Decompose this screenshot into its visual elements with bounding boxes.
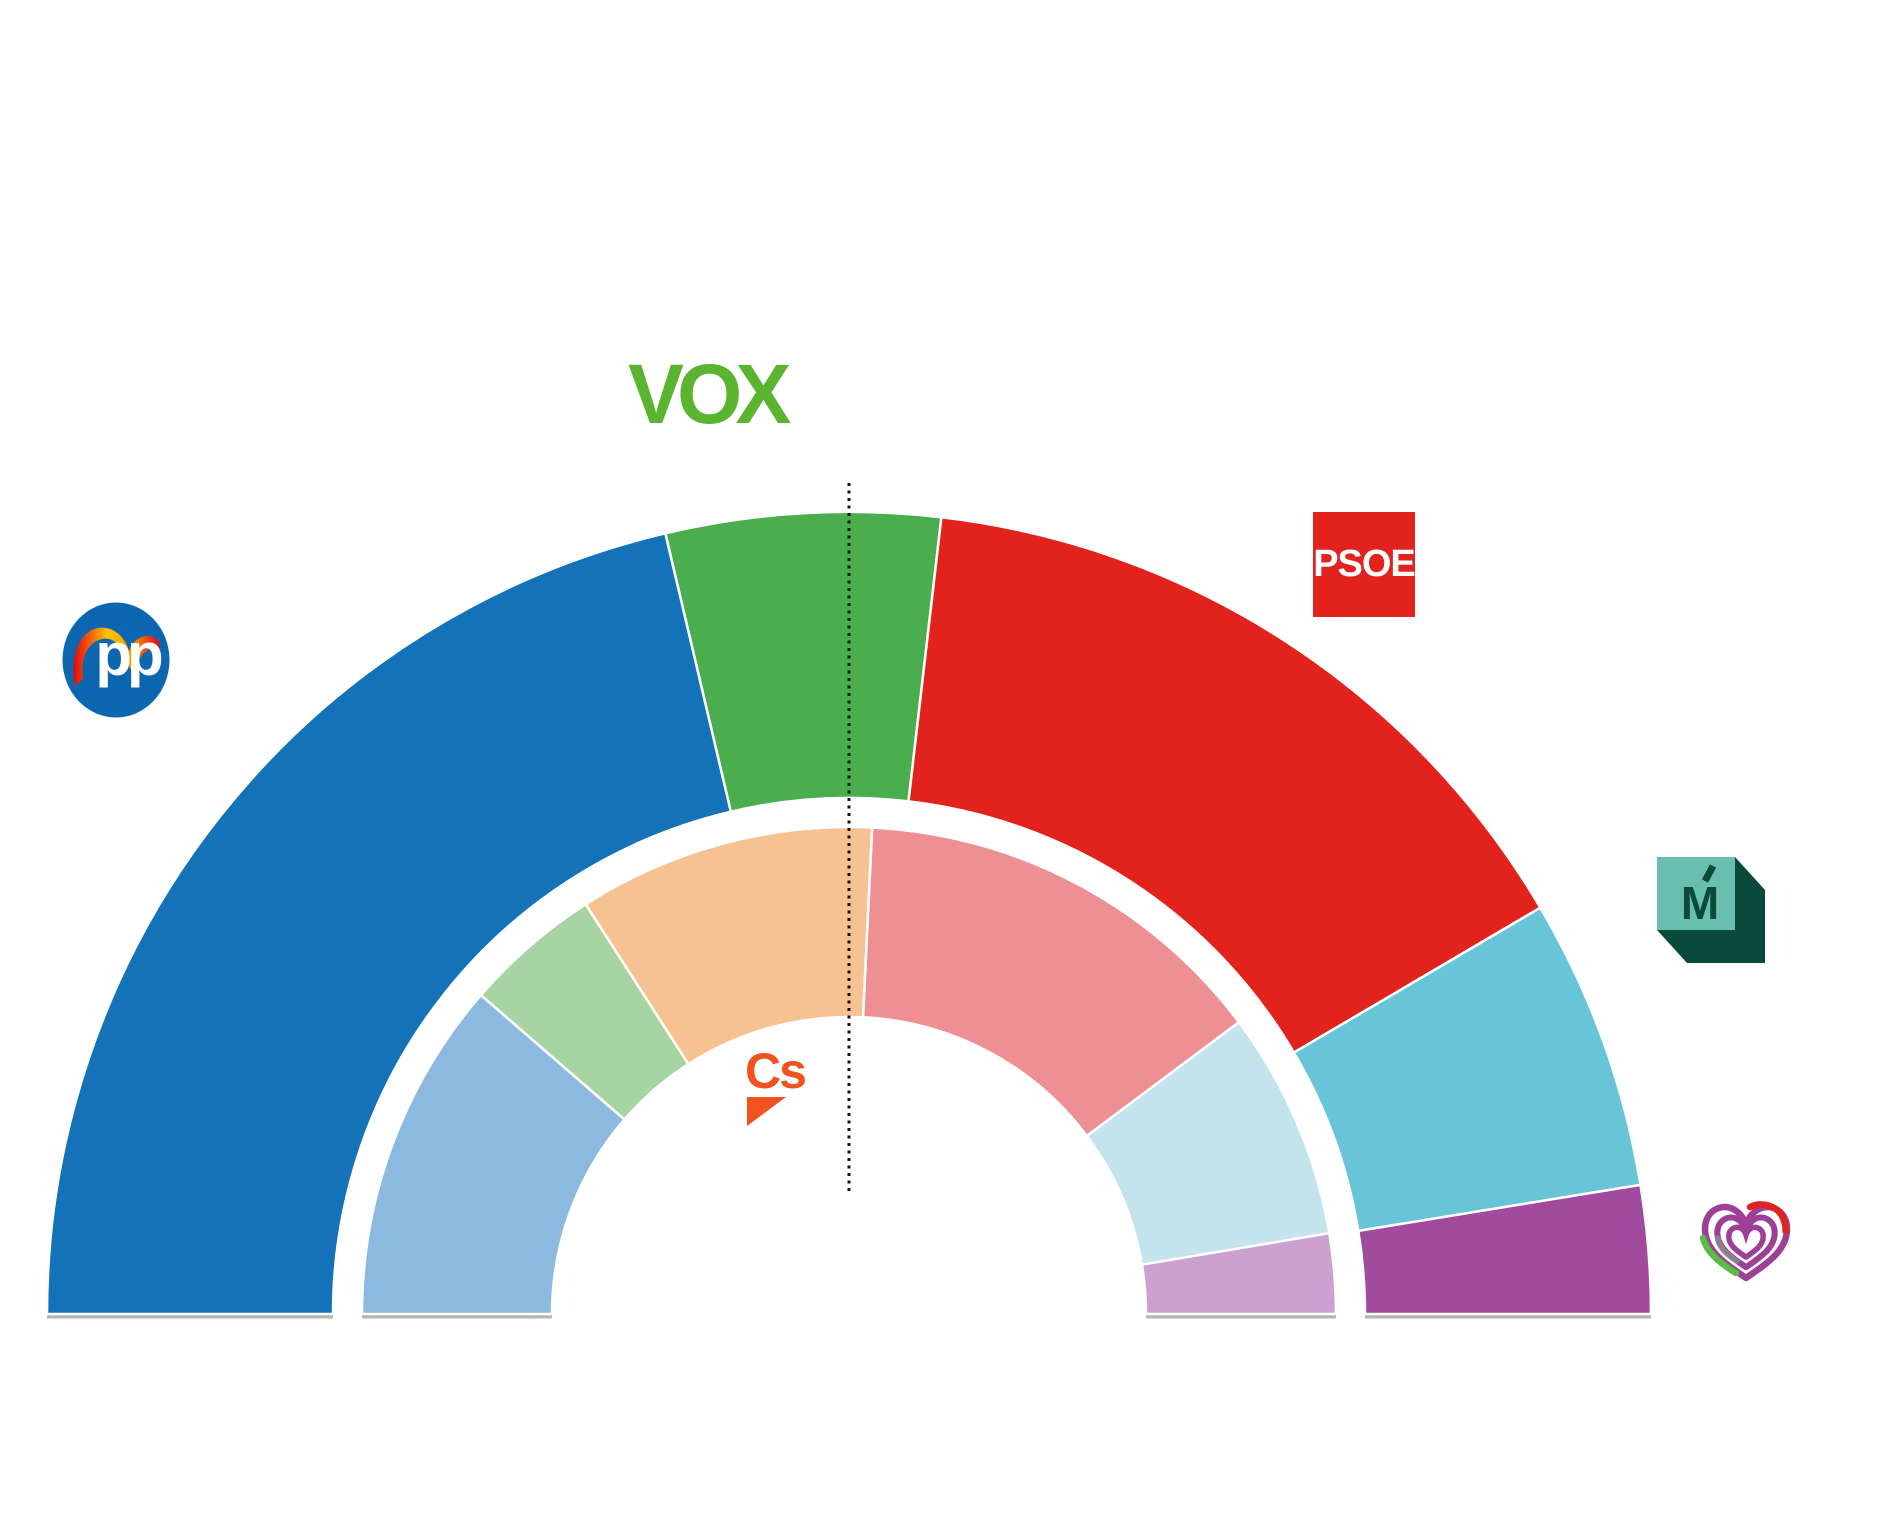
pp-logo-circle (62, 602, 170, 718)
ring-inner (360, 825, 1338, 1319)
cs-logo-text: Cs (745, 1045, 805, 1099)
pp-gaviota-icon (73, 627, 160, 686)
segment-outer-psoe (907, 516, 1542, 1054)
ring-inner-baseline-shadow (1146, 1314, 1336, 1319)
mas-madrid-accent-mark (1701, 864, 1717, 883)
mas-madrid-logo: M (1657, 857, 1765, 963)
ring-inner-baseline-shadow (362, 1314, 552, 1319)
ring-outer (45, 510, 1653, 1319)
mas-madrid-logo-text: M (1681, 877, 1719, 929)
segment-outer-unidas-podemos (1357, 1183, 1653, 1316)
segment-outer-pp (45, 532, 733, 1316)
podemos-heart-gray-accent (1714, 1235, 1740, 1264)
cs-triangle-icon (747, 1097, 786, 1126)
segment-inner-unidas-podemos (1140, 1231, 1338, 1316)
psoe-logo-text: PSOE (1313, 543, 1416, 585)
pp-logo-text: pp (95, 621, 162, 688)
ring-outer-baseline-shadow (47, 1314, 333, 1319)
segment-inner-psoe (861, 826, 1241, 1138)
psoe-logo: PSOE (1313, 512, 1416, 617)
vox-logo-text: VOX (628, 347, 791, 441)
podemos-heart-red-accent (1746, 1201, 1789, 1235)
ring-outer-baseline-shadow (1365, 1314, 1651, 1319)
cs-logo: Cs (745, 1045, 807, 1126)
podemos-heart-inner (1726, 1224, 1766, 1260)
podemos-heart-green-accent (1699, 1234, 1740, 1277)
pp-logo: pp (62, 602, 170, 718)
podemos-heart-logo (1699, 1201, 1791, 1282)
mas-madrid-logo-square (1657, 857, 1735, 930)
mas-madrid-logo-shadow (1657, 857, 1765, 963)
